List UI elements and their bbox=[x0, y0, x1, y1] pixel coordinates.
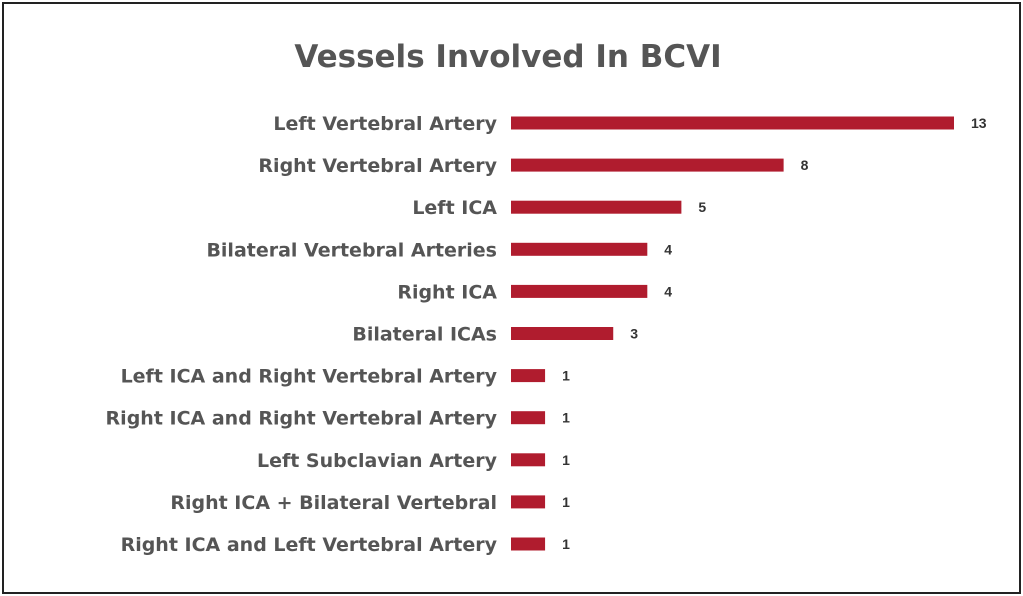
value-labels: 13 8 5 4 4 3 1 1 1 1 1 bbox=[562, 115, 987, 552]
category-labels: Left Vertebral Artery Right Vertebral Art… bbox=[106, 113, 498, 556]
category-label: Right ICA and Right Vertebral Artery bbox=[106, 408, 498, 430]
bar bbox=[511, 537, 546, 551]
bar bbox=[511, 411, 546, 425]
value-label: 1 bbox=[562, 452, 570, 468]
bar bbox=[511, 158, 784, 172]
category-label: Left Vertebral Artery bbox=[273, 113, 497, 135]
value-label: 1 bbox=[562, 494, 570, 510]
bar bbox=[511, 327, 614, 340]
value-label: 4 bbox=[664, 283, 672, 299]
bar bbox=[511, 495, 546, 509]
category-label: Right ICA bbox=[397, 281, 497, 303]
value-label: 13 bbox=[971, 115, 987, 131]
bars bbox=[511, 116, 954, 551]
value-label: 5 bbox=[698, 199, 706, 215]
category-label: Left ICA bbox=[412, 197, 497, 219]
bar bbox=[511, 200, 682, 214]
category-label: Right ICA + Bilateral Vertebral bbox=[170, 492, 497, 514]
category-label: Left ICA and Right Vertebral Artery bbox=[121, 366, 498, 388]
category-label: Bilateral ICAs bbox=[352, 324, 497, 346]
bar bbox=[511, 116, 954, 130]
category-label: Right Vertebral Artery bbox=[258, 155, 497, 177]
category-label: Right ICA and Left Vertebral Artery bbox=[121, 534, 498, 556]
chart-title: Vessels Involved In BCVI bbox=[294, 39, 721, 75]
bar bbox=[511, 284, 648, 298]
bar bbox=[511, 453, 546, 467]
value-label: 8 bbox=[801, 157, 809, 173]
bar bbox=[511, 369, 546, 383]
bar bbox=[511, 242, 648, 256]
category-label: Left Subclavian Artery bbox=[257, 450, 498, 472]
value-label: 4 bbox=[664, 241, 672, 257]
value-label: 3 bbox=[630, 326, 638, 342]
value-label: 1 bbox=[562, 368, 570, 384]
value-label: 1 bbox=[562, 410, 570, 426]
value-label: 1 bbox=[562, 536, 570, 552]
category-label: Bilateral Vertebral Arteries bbox=[206, 239, 497, 261]
